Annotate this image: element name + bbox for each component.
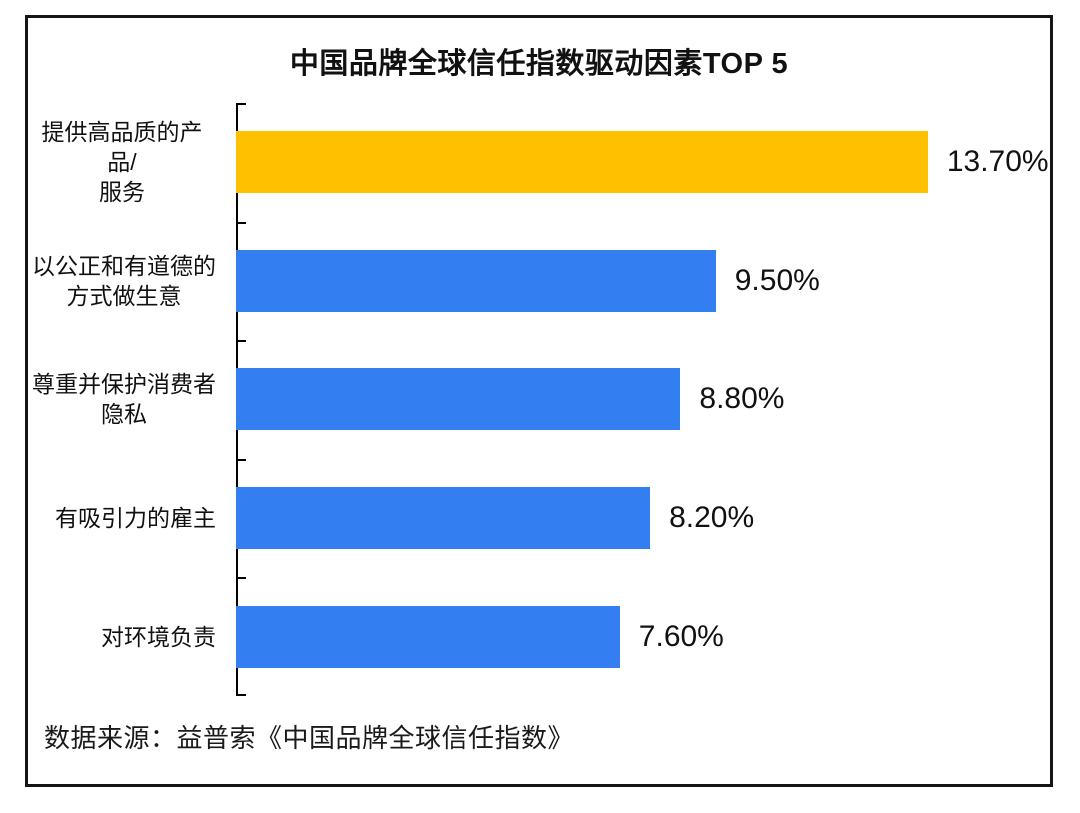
bar-employer [236, 487, 651, 550]
category-label-text: 有吸引力的雇主 [55, 505, 216, 532]
value-label: 9.50% [734, 263, 820, 297]
category-label: 以公正和有道德的 方式做生意 [28, 251, 236, 311]
category-label: 有吸引力的雇主 [28, 503, 236, 533]
bar-zone: 7.60% [236, 577, 1050, 696]
value-label: 8.20% [669, 501, 755, 535]
value-label: 7.60% [638, 619, 724, 653]
category-label: 提供高品质的产品/ 服务 [28, 117, 236, 207]
axis-tick [238, 694, 246, 696]
bar-zone: 8.80% [236, 340, 1050, 459]
bar-zone: 9.50% [236, 222, 1050, 341]
bar-ethics [236, 249, 716, 312]
axis-tick [238, 459, 246, 461]
value-label: 13.70% [946, 145, 1049, 179]
value-label: 8.80% [699, 382, 785, 416]
bar-row-1: 提供高品质的产品/ 服务 13.70% [28, 103, 1050, 222]
category-label: 尊重并保护消费者 隐私 [28, 369, 236, 429]
bar-top-quality [236, 131, 928, 194]
category-label-text: 对环境负责 [101, 623, 216, 650]
category-label-text: 提供高品质的产品/ 服务 [41, 119, 203, 206]
bar-row-4: 有吸引力的雇主 8.20% [28, 459, 1050, 578]
chart-frame: 中国品牌全球信任指数驱动因素TOP 5 提供高品质的产品/ 服务 13.70% … [25, 15, 1053, 787]
bar-rows: 提供高品质的产品/ 服务 13.70% 以公正和有道德的 方式做生意 9.50% [28, 103, 1050, 696]
bar-environment [236, 605, 620, 668]
axis-tick [238, 340, 246, 342]
chart-title: 中国品牌全球信任指数驱动因素TOP 5 [289, 48, 789, 80]
axis-tick [238, 103, 246, 105]
bar-zone: 13.70% [236, 103, 1050, 222]
plot-area: 提供高品质的产品/ 服务 13.70% 以公正和有道德的 方式做生意 9.50% [28, 103, 1050, 696]
category-label-text: 尊重并保护消费者 隐私 [32, 371, 216, 428]
category-label-text: 以公正和有道德的 方式做生意 [32, 252, 216, 309]
bar-privacy [236, 368, 681, 431]
bar-zone: 8.20% [236, 459, 1050, 578]
axis-tick [238, 577, 246, 579]
bar-row-5: 对环境负责 7.60% [28, 577, 1050, 696]
bar-row-3: 尊重并保护消费者 隐私 8.80% [28, 340, 1050, 459]
category-label: 对环境负责 [28, 622, 236, 652]
data-source-note: 数据来源：益普索《中国品牌全球信任指数》 [44, 723, 575, 753]
axis-tick [238, 222, 246, 224]
bar-row-2: 以公正和有道德的 方式做生意 9.50% [28, 222, 1050, 341]
